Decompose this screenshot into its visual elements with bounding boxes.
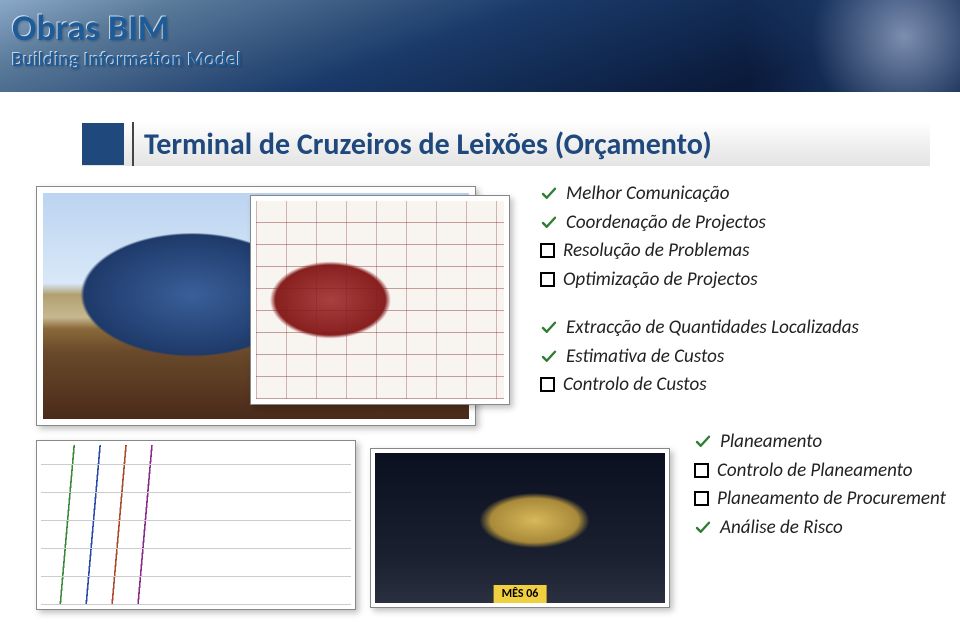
bullet-text: Melhor Comunicação [566,180,729,209]
bullet-text: Optimização de Projectos [563,266,758,295]
bullet-item: Controlo de Custos [540,371,859,400]
bullet-item: Controlo de Planeamento [694,457,946,486]
render-image-section [250,195,510,405]
bullet-text: Planeamento [720,428,822,457]
render-image-night: MÊS 06 [370,448,670,608]
bullet-item: Planeamento [694,428,946,457]
section-heading-bar: Terminal de Cruzeiros de Leixões (Orçame… [82,122,930,166]
month-tag: MÊS 06 [494,585,547,603]
section-heading: Terminal de Cruzeiros de Leixões (Orçame… [144,126,712,163]
section-divider [132,122,134,166]
page-subtitle: Building Information Model [12,48,242,72]
check-icon [540,319,558,337]
bullet-text: Resolução de Problemas [563,237,750,266]
bullet-text: Controlo de Custos [563,371,707,400]
bullet-group-1: Melhor ComunicaçãoCoordenação de Project… [540,180,766,294]
check-icon [694,433,712,451]
box-icon [540,377,555,392]
page-title: Obras BIM [12,6,169,50]
box-icon [540,272,555,287]
box-icon [694,491,709,506]
bullet-item: Coordenação de Projectos [540,209,766,238]
check-icon [540,185,558,203]
check-icon [694,519,712,537]
section-square-icon [82,123,124,165]
bullet-text: Planeamento de Procurement [717,485,946,514]
gantt-chart-image [36,440,356,610]
bullet-group-3: PlaneamentoControlo de PlaneamentoPlanea… [694,428,946,542]
bullet-item: Optimização de Projectos [540,266,766,295]
box-icon [540,243,555,258]
bullet-text: Análise de Risco [720,514,843,543]
bullet-text: Coordenação de Projectos [566,209,766,238]
bullet-item: Melhor Comunicação [540,180,766,209]
box-icon [694,463,709,478]
bullet-text: Estimativa de Custos [566,343,724,372]
bullet-item: Planeamento de Procurement [694,485,946,514]
bullet-item: Extracção de Quantidades Localizadas [540,314,859,343]
bullet-item: Análise de Risco [694,514,946,543]
bullet-text: Extracção de Quantidades Localizadas [566,314,859,343]
bullet-item: Resolução de Problemas [540,237,766,266]
check-icon [540,348,558,366]
bullet-item: Estimativa de Custos [540,343,859,372]
bullet-group-2: Extracção de Quantidades LocalizadasEsti… [540,314,859,400]
bullet-text: Controlo de Planeamento [717,457,913,486]
check-icon [540,214,558,232]
